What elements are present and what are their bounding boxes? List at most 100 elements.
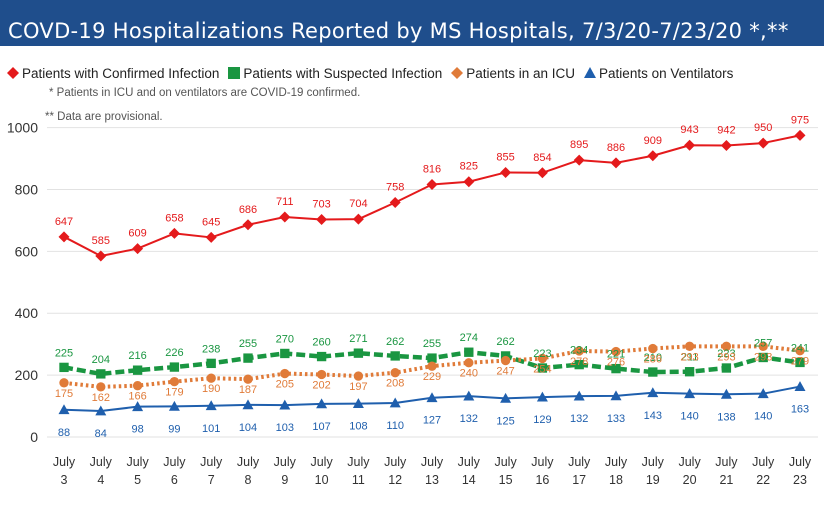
data-label: 686 <box>239 204 257 216</box>
data-label: 223 <box>717 348 735 360</box>
x-tick-label: 7 <box>208 473 215 487</box>
data-label: 211 <box>681 352 699 364</box>
data-point <box>169 376 180 387</box>
data-point <box>794 129 806 141</box>
legend-marker-shape <box>451 67 464 79</box>
data-label: 270 <box>276 333 294 345</box>
data-point <box>132 380 143 391</box>
data-point <box>500 355 511 366</box>
data-point <box>59 378 69 388</box>
data-point <box>427 353 437 363</box>
data-point <box>132 401 144 412</box>
data-label: 108 <box>349 421 367 433</box>
data-point <box>574 359 584 370</box>
x-tick-label: 23 <box>793 473 807 487</box>
data-point <box>721 341 732 352</box>
x-tick-label: July <box>642 455 665 469</box>
data-label: 226 <box>165 347 183 359</box>
legend-item: Patients with Confirmed Infection <box>6 66 219 81</box>
data-point <box>316 351 327 362</box>
data-point <box>500 166 512 178</box>
x-tick-label: July <box>494 455 517 469</box>
x-tick-label: 20 <box>683 473 697 487</box>
data-point <box>96 382 106 392</box>
data-label: 585 <box>92 235 110 247</box>
x-tick-label: 16 <box>535 473 549 487</box>
x-tick-label: July <box>531 455 554 469</box>
data-label: 758 <box>386 181 404 193</box>
data-point <box>537 353 548 364</box>
data-point <box>794 381 806 391</box>
x-tick-label: 14 <box>462 473 476 487</box>
data-label: 216 <box>128 350 146 362</box>
legend-marker <box>228 67 241 79</box>
legend-item: Patients in an ICU <box>450 66 575 81</box>
x-tick-label: 5 <box>134 473 141 487</box>
data-label: 103 <box>276 422 294 434</box>
x-tick-label: July <box>90 455 113 469</box>
data-label: 132 <box>460 413 478 425</box>
data-label: 816 <box>423 164 441 176</box>
x-tick-label: 15 <box>499 473 513 487</box>
data-point <box>610 390 622 401</box>
data-point <box>684 367 695 377</box>
data-label: 274 <box>460 332 478 344</box>
data-label: 210 <box>644 352 662 364</box>
data-point <box>95 250 107 262</box>
y-tick-label: 400 <box>15 305 39 321</box>
y-tick-label: 1000 <box>7 120 38 136</box>
data-point <box>648 367 658 377</box>
x-tick-label: July <box>568 455 591 469</box>
data-point <box>426 179 438 191</box>
data-label: 241 <box>791 342 809 354</box>
data-point <box>168 227 180 239</box>
x-tick-label: July <box>274 455 297 469</box>
data-point <box>205 400 217 411</box>
y-tick-label: 0 <box>30 429 38 445</box>
data-label: 609 <box>128 228 146 240</box>
data-label: 942 <box>717 125 735 137</box>
data-point <box>168 400 180 411</box>
chart-title: COVD-19 Hospitalizations Reported by MS … <box>8 19 789 43</box>
data-point <box>574 346 584 356</box>
data-point <box>795 346 805 356</box>
x-tick-label: July <box>715 455 738 469</box>
data-point <box>647 150 659 162</box>
x-tick-label: 18 <box>609 473 623 487</box>
note-provisional: ** Data are provisional. <box>45 111 163 123</box>
data-label: 943 <box>680 124 698 136</box>
data-point <box>463 176 475 188</box>
data-label: 255 <box>423 338 441 350</box>
note-icu-ventilators: * Patients in ICU and on ventilators are… <box>49 87 361 99</box>
x-tick-label: July <box>310 455 333 469</box>
data-label: 271 <box>349 333 367 345</box>
data-point <box>280 368 290 379</box>
data-point <box>58 231 70 243</box>
data-label: 143 <box>644 410 662 422</box>
data-label: 262 <box>496 336 514 348</box>
x-tick-label: July <box>752 455 775 469</box>
data-point <box>684 139 696 151</box>
x-tick-label: July <box>237 455 260 469</box>
data-label: 975 <box>791 114 809 126</box>
data-point <box>205 231 217 243</box>
data-label: 704 <box>349 198 367 210</box>
data-label: 166 <box>128 391 146 403</box>
data-point <box>427 361 437 371</box>
legend-label: Patients with Suspected Infection <box>243 65 443 81</box>
data-point <box>537 363 548 373</box>
legend-marker-shape <box>584 67 597 78</box>
data-point <box>648 343 658 354</box>
y-tick-label: 600 <box>15 243 39 259</box>
data-label: 225 <box>55 347 73 359</box>
data-point <box>169 362 180 372</box>
x-tick-label: 22 <box>756 473 770 487</box>
data-label: 197 <box>349 381 367 393</box>
data-point <box>206 373 216 383</box>
data-point <box>463 390 475 401</box>
data-label: 223 <box>533 348 551 360</box>
x-tick-label: 12 <box>388 473 402 487</box>
data-label: 187 <box>239 384 257 396</box>
data-point <box>611 363 621 374</box>
legend-marker <box>584 67 597 78</box>
